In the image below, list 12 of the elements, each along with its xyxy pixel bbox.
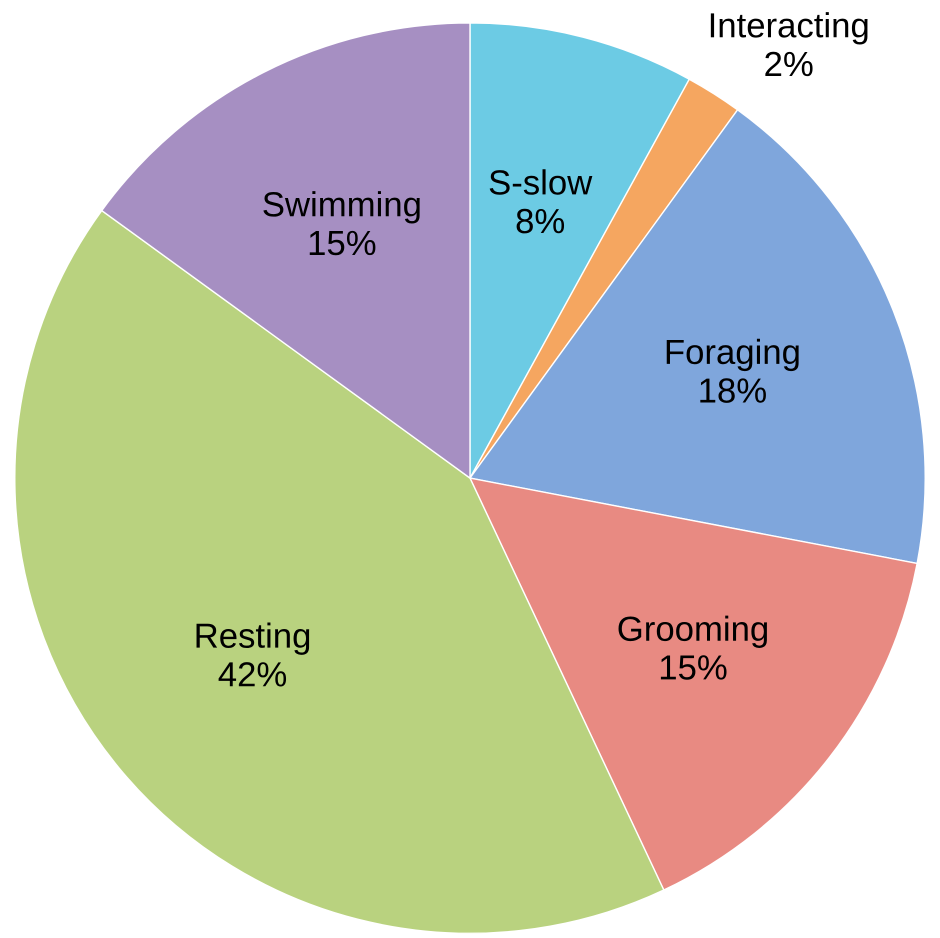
data-label: 15% (660, 655, 727, 680)
data-label: 8% (516, 208, 564, 234)
slice-label: S-slow (490, 169, 592, 195)
data-label: 2% (765, 52, 813, 76)
slice-label: Interacting (710, 12, 868, 44)
data-label: 15% (310, 230, 376, 256)
slice-label: Grooming (618, 616, 767, 648)
slice-label: Swimming (263, 191, 420, 224)
data-label: 42% (218, 662, 286, 687)
slice-label: Resting (196, 622, 310, 655)
slice-label: Foraging (666, 338, 799, 372)
data-label: 18% (700, 378, 766, 403)
